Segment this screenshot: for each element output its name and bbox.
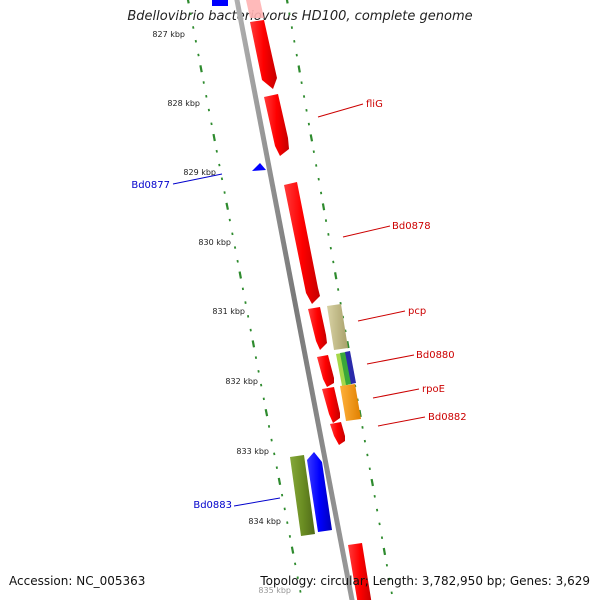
gene-arrow-forward-2[interactable] bbox=[307, 452, 332, 532]
right-tick-mark bbox=[344, 329, 347, 333]
position-label: 835 kbp bbox=[258, 586, 291, 595]
left-tick-mark bbox=[225, 202, 229, 210]
right-tick-mark bbox=[378, 522, 381, 526]
gene-arrow-fliG[interactable] bbox=[264, 94, 289, 156]
left-tick-mark bbox=[197, 53, 200, 57]
right-tick-mark bbox=[334, 272, 338, 280]
left-tick-mark bbox=[264, 408, 269, 417]
map-title: Bdellovibrio bacteriovorus HD100, comple… bbox=[127, 9, 473, 24]
left-tick-mark bbox=[233, 246, 237, 249]
gene-labels: fliG Bd0877 Bd0878 pcp Bd0880 rpoE Bd088… bbox=[131, 99, 466, 511]
right-tick-track bbox=[285, 0, 393, 595]
position-label: 831 kbp bbox=[212, 307, 245, 316]
gene-arrow-Bd0880-b[interactable] bbox=[340, 352, 352, 385]
position-label: 830 kbp bbox=[198, 238, 231, 247]
left-tick-mark bbox=[290, 546, 295, 554]
leader-Bd0878 bbox=[342, 225, 391, 238]
position-labels: 827 kbp 828 kbp 829 kbp 830 kbp 831 kbp … bbox=[152, 30, 291, 595]
gene-arrow-reverse-1[interactable] bbox=[250, 20, 277, 89]
right-tick-mark bbox=[309, 134, 314, 142]
gene-arrow-Bd0877[interactable] bbox=[252, 163, 266, 171]
left-tick-mark bbox=[238, 271, 242, 279]
gene-label-fliG[interactable]: fliG bbox=[366, 99, 383, 110]
position-label: 834 kbp bbox=[248, 517, 281, 526]
gene-arrow-rpoE[interactable] bbox=[340, 384, 361, 421]
left-tick-mark bbox=[254, 356, 258, 359]
gene-arrow-reverse-bottom[interactable] bbox=[348, 543, 372, 600]
leader-rpoE bbox=[372, 388, 420, 399]
left-tick-mark bbox=[275, 466, 278, 469]
gene-label-Bd0877[interactable]: Bd0877 bbox=[131, 180, 170, 191]
left-tick-mark bbox=[215, 149, 218, 153]
left-tick-track bbox=[186, 0, 302, 593]
gene-arrow-Bd0882[interactable] bbox=[330, 422, 345, 445]
left-tick-mark bbox=[199, 65, 203, 73]
position-label: 829 kbp bbox=[183, 168, 216, 177]
gene-arrow-reverse-4[interactable] bbox=[322, 387, 340, 423]
left-tick-mark bbox=[212, 133, 216, 142]
genome-backbone bbox=[234, 0, 355, 600]
left-tick-mark bbox=[236, 259, 239, 263]
gene-arrow-Bd0880-c[interactable] bbox=[345, 351, 356, 384]
right-tick-mark bbox=[337, 288, 340, 291]
position-label: 832 kbp bbox=[225, 377, 258, 386]
left-tick-mark bbox=[220, 177, 224, 181]
left-tick-mark bbox=[260, 383, 263, 387]
leader-fliG bbox=[317, 103, 364, 118]
gene-arrow-pcp[interactable] bbox=[327, 304, 348, 350]
left-tick-mark bbox=[273, 452, 276, 456]
gene-label-Bd0882[interactable]: Bd0882 bbox=[428, 412, 467, 423]
left-tick-mark bbox=[299, 590, 302, 593]
right-tick-mark bbox=[370, 478, 374, 487]
gene-label-leaders bbox=[172, 103, 426, 507]
left-tick-mark bbox=[296, 576, 299, 579]
accession-label: Accession: NC_005363 bbox=[9, 574, 146, 588]
leader-Bd0880 bbox=[366, 354, 415, 365]
leader-Bd0882 bbox=[377, 416, 426, 427]
gene-arrow-reverse-2[interactable] bbox=[308, 307, 327, 350]
left-tick-mark bbox=[257, 370, 260, 373]
gene-label-Bd0880[interactable]: Bd0880 bbox=[416, 350, 455, 361]
gene-label-pcp[interactable]: pcp bbox=[408, 306, 426, 317]
gene-arrow-reverse-top-faded[interactable] bbox=[246, 0, 264, 18]
left-tick-mark bbox=[218, 163, 221, 167]
right-tick-mark bbox=[302, 95, 306, 98]
right-tick-mark bbox=[285, 0, 289, 4]
right-tick-mark bbox=[297, 65, 301, 73]
gene-label-Bd0878[interactable]: Bd0878 bbox=[392, 221, 431, 232]
gene-arrow-Bd0878[interactable] bbox=[284, 182, 320, 304]
left-tick-mark bbox=[194, 39, 197, 43]
genome-stats-label: Topology: circular; Length: 3,782,950 bp… bbox=[260, 574, 590, 588]
gene-label-rpoE[interactable]: rpoE bbox=[422, 384, 445, 395]
position-label: 828 kbp bbox=[167, 99, 200, 108]
leader-Bd0883 bbox=[233, 497, 281, 507]
leader-Bd0877 bbox=[172, 173, 223, 185]
right-tick-mark bbox=[346, 341, 350, 349]
left-tick-mark bbox=[294, 562, 297, 566]
right-tick-mark bbox=[358, 409, 362, 418]
gene-arrow-Bd0883[interactable] bbox=[290, 455, 315, 536]
left-tick-mark bbox=[192, 26, 195, 29]
gene-label-Bd0883[interactable]: Bd0883 bbox=[193, 500, 232, 511]
left-tick-mark bbox=[277, 477, 282, 486]
right-tick-mark bbox=[321, 203, 326, 211]
left-tick-mark bbox=[186, 0, 190, 4]
right-tick-mark bbox=[295, 53, 298, 57]
left-tick-mark bbox=[251, 340, 256, 348]
position-label: 827 kbp bbox=[152, 30, 185, 39]
gene-arrow-forward-top[interactable] bbox=[212, 0, 228, 6]
right-tick-mark bbox=[382, 547, 387, 556]
leader-pcp bbox=[357, 310, 406, 322]
gene-arrow-reverse-3[interactable] bbox=[317, 355, 334, 387]
position-label: 833 kbp bbox=[236, 447, 269, 456]
